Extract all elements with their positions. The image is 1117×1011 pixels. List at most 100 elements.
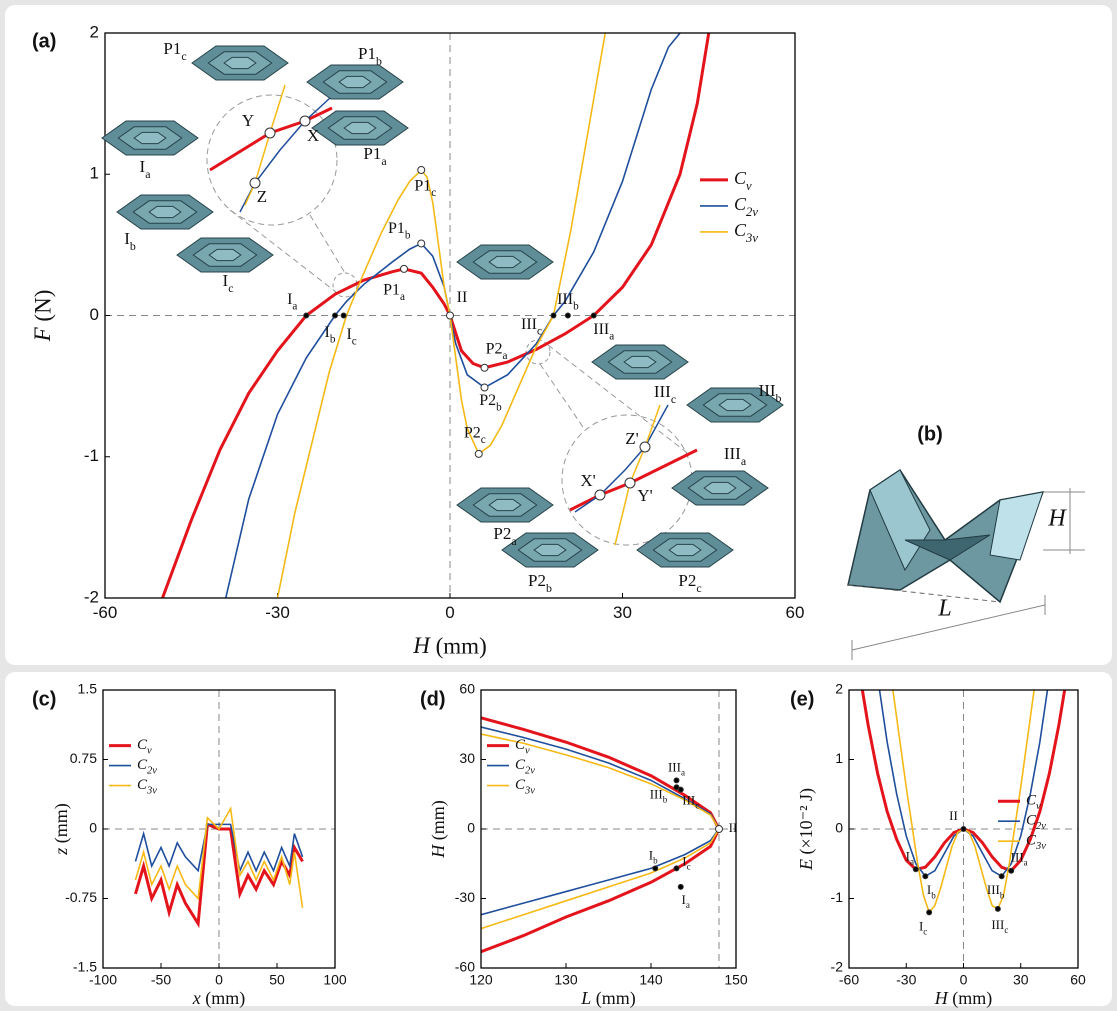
annotation-marker: [999, 874, 1004, 879]
shape-label: Z': [625, 429, 638, 448]
panel-label: (a): [32, 30, 56, 52]
annotation-marker: [927, 910, 932, 915]
figure: (b) H L (a) -60 -30 0 30 60 -2 -1 0 1: [0, 0, 1117, 1011]
annotation-marker: [304, 313, 309, 318]
annotation-marker: [678, 884, 683, 889]
annotation-marker: [674, 778, 679, 783]
y-tick-label: 60: [459, 681, 475, 697]
origami-shape: [489, 256, 521, 267]
x-tick-label: 50: [269, 971, 285, 987]
origami-shape: [669, 544, 701, 555]
x-tick-label: 30: [1013, 971, 1029, 987]
origami-shape: [534, 544, 566, 555]
x-axis-label: L (mm): [580, 988, 636, 1009]
shape-label: Y: [242, 111, 254, 130]
annotation-marker: [481, 364, 488, 371]
panel-label: (d): [420, 688, 446, 710]
annotation-marker: [418, 240, 425, 247]
y-tick-label: -1: [831, 889, 844, 905]
annotation-marker: [995, 906, 1000, 911]
annotation-marker: [447, 312, 454, 319]
y-tick-label: 2: [90, 22, 99, 41]
y-tick-label: -60: [455, 959, 475, 975]
y-tick-label: 0: [467, 820, 475, 836]
x-axis-label: x (mm): [192, 988, 246, 1009]
y-tick-label: 1: [835, 750, 843, 766]
y-tick-label: -0.75: [65, 889, 97, 905]
annotation-label: II: [457, 289, 468, 306]
y-tick-label: 0: [835, 820, 843, 836]
panel-label: (e): [790, 688, 814, 710]
y-tick-label: 0.75: [70, 750, 97, 766]
shape-label: X': [580, 471, 595, 490]
x-axis-label: H (mm): [934, 988, 993, 1009]
y-axis-label: E (×10⁻² J): [796, 788, 817, 871]
annotation-marker: [401, 265, 408, 272]
y-tick-label: 30: [459, 750, 475, 766]
annotation-marker: [333, 313, 338, 318]
annotation-label: II: [949, 808, 958, 823]
x-tick-label: 140: [639, 971, 663, 987]
annotation-marker: [961, 827, 966, 832]
y-tick-label: 1.5: [78, 681, 98, 697]
y-tick-label: 2: [835, 681, 843, 697]
y-axis-label: H (mm): [428, 800, 449, 859]
y-tick-label: 0: [89, 820, 97, 836]
zoom-point: [640, 442, 650, 452]
y-tick-label: 0: [90, 305, 99, 324]
origami-shape: [209, 249, 241, 260]
shape-label: Z: [257, 187, 267, 206]
y-tick-label: -1: [84, 446, 99, 465]
annotation-marker: [653, 866, 658, 871]
origami-shape: [719, 399, 751, 410]
annotation-marker: [674, 866, 679, 871]
x-tick-label: 30: [613, 603, 632, 622]
annotation-marker: [551, 313, 556, 318]
annotation-marker: [418, 167, 425, 174]
x-tick-label: 60: [1070, 971, 1086, 987]
bottom-panel: [5, 672, 1112, 1006]
y-tick-label: 1: [90, 164, 99, 183]
origami-shape: [489, 499, 521, 510]
y-tick-label: -2: [84, 587, 99, 606]
annotation-marker: [1009, 868, 1014, 873]
annotation-marker: [913, 867, 918, 872]
x-tick-label: 100: [323, 971, 347, 987]
x-tick-label: 150: [724, 971, 748, 987]
origami-shape: [134, 132, 166, 143]
y-tick-label: -1.5: [73, 959, 97, 975]
origami-shape: [624, 356, 656, 367]
shape-label: Y': [637, 486, 652, 505]
zoom-point: [625, 478, 635, 488]
annotation-marker: [341, 313, 346, 318]
dim-label: L: [937, 596, 951, 622]
shape-label: X: [307, 126, 319, 145]
origami-shape: [339, 76, 371, 87]
annotation-marker: [475, 450, 482, 457]
y-tick-label: -2: [831, 959, 844, 975]
x-tick-label: -30: [265, 603, 290, 622]
x-tick-label: -30: [896, 971, 916, 987]
y-axis-label: F (N): [30, 290, 55, 343]
annotation-marker: [678, 787, 683, 792]
origami-shape: [344, 122, 376, 133]
annotation-marker: [591, 313, 596, 318]
x-tick-label: 0: [215, 971, 223, 987]
annotation-marker: [716, 826, 723, 833]
x-tick-label: 0: [445, 603, 454, 622]
panel-label: (b): [917, 423, 943, 445]
annotation-label: II: [729, 820, 738, 835]
zoom-point: [265, 128, 275, 138]
x-tick-label: 130: [554, 971, 578, 987]
dim-label: H: [1047, 506, 1067, 532]
x-tick-label: 0: [960, 971, 968, 987]
x-axis-label: H (mm): [412, 633, 486, 658]
zoom-point: [595, 490, 605, 500]
annotation-marker: [565, 313, 570, 318]
y-axis-label: z (mm): [51, 803, 72, 856]
x-tick-label: -50: [151, 971, 171, 987]
annotation-marker: [481, 384, 488, 391]
origami-shape: [224, 57, 256, 68]
x-tick-label: 60: [786, 603, 805, 622]
annotation-marker: [923, 874, 928, 879]
